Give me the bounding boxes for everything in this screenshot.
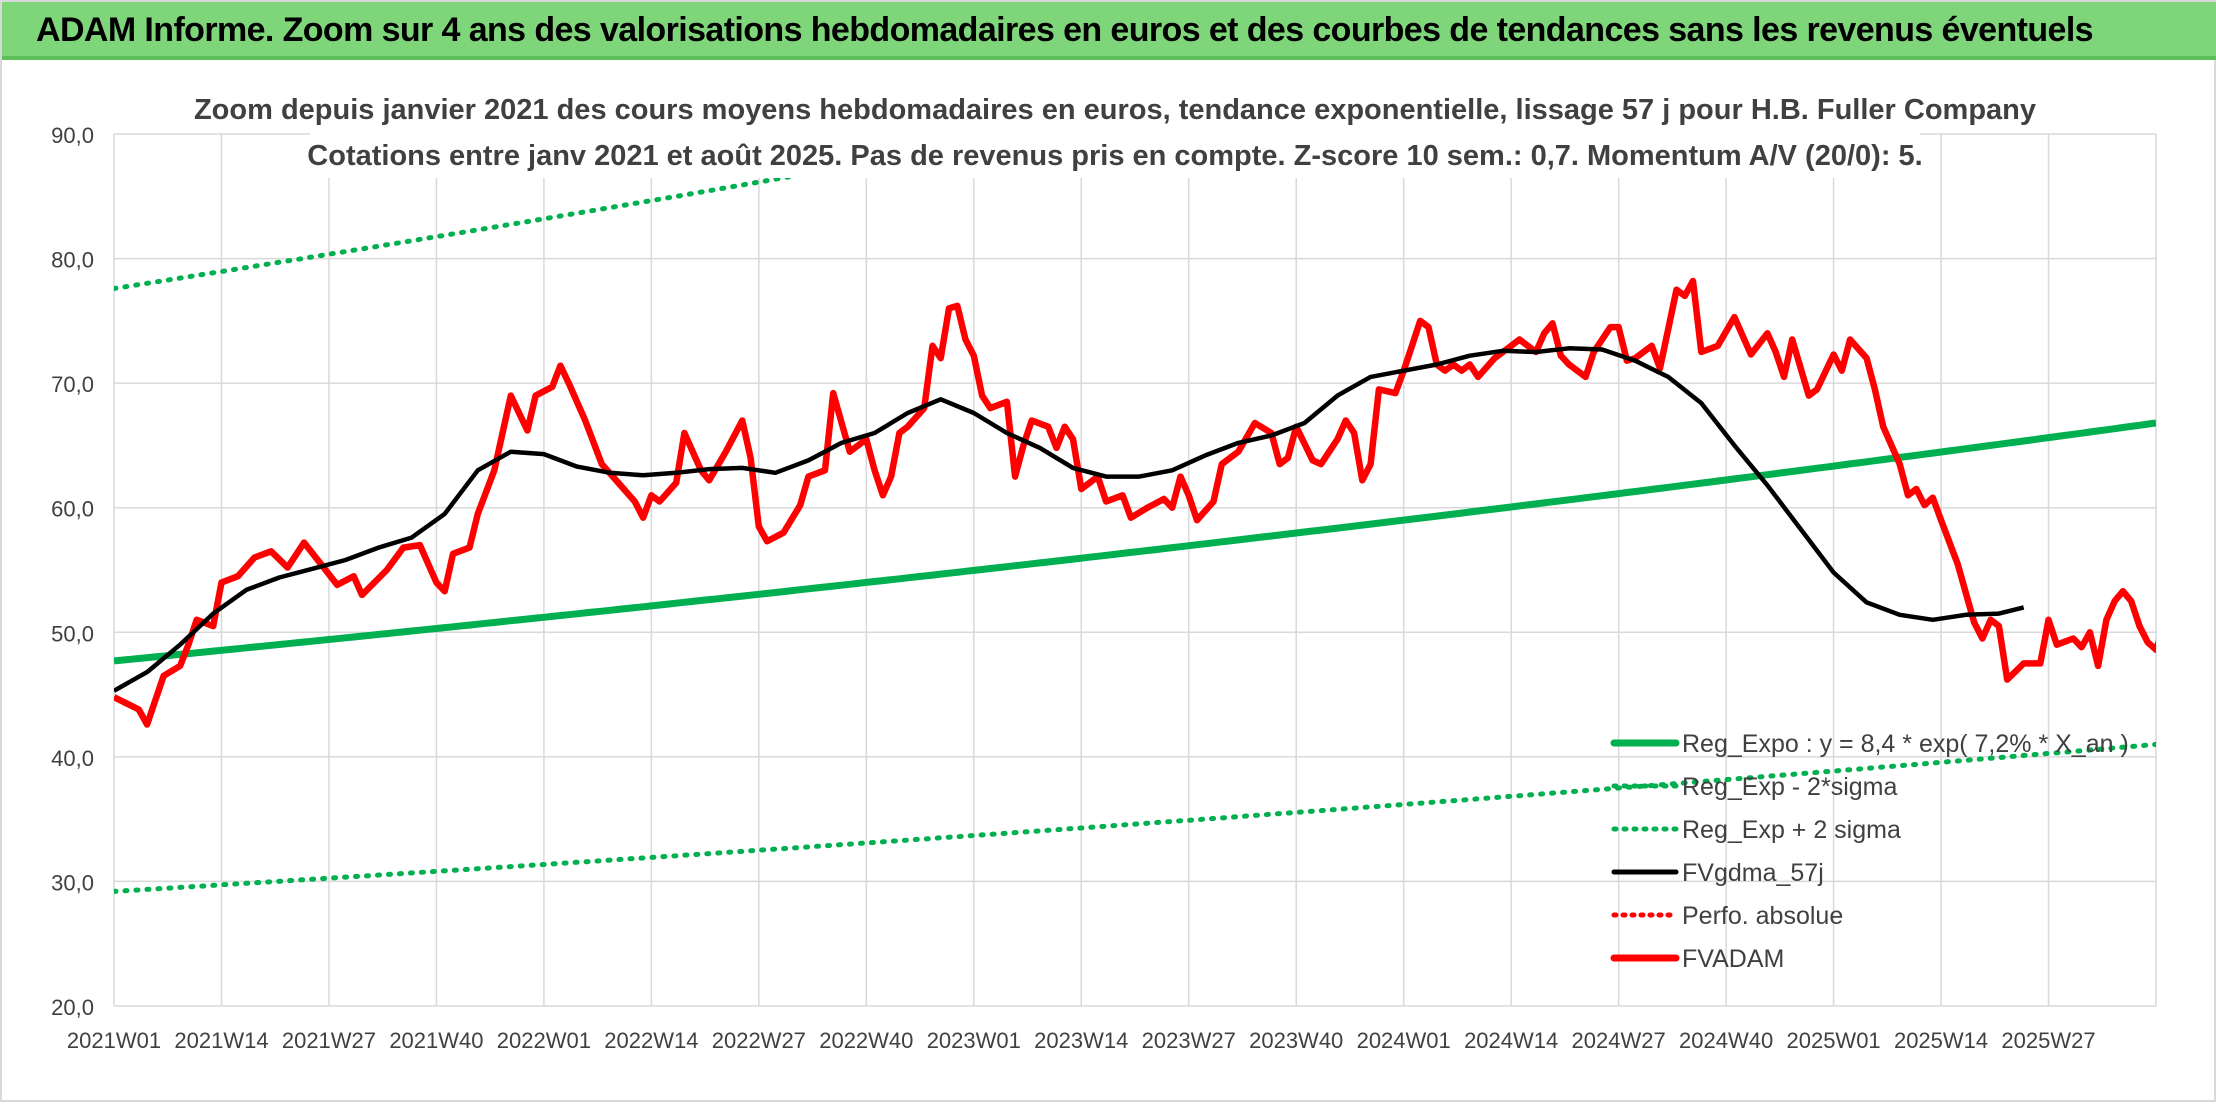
- report-title: ADAM Informe. Zoom sur 4 ans des valoris…: [36, 11, 2094, 49]
- y-tick-label: 70,0: [51, 372, 94, 397]
- legend-label: Perfo. absolue: [1682, 902, 1843, 930]
- y-tick-label: 80,0: [51, 248, 94, 273]
- grid: [113, 133, 2157, 1007]
- x-tick-label: 2023W14: [1034, 1028, 1128, 1053]
- trend-line: [114, 419, 2156, 665]
- legend-label: Reg_Exp + 2 sigma: [1682, 816, 1901, 844]
- y-tick-label: 60,0: [51, 497, 94, 522]
- legend-label: FVgdma_57j: [1682, 859, 1824, 887]
- x-tick-label: 2025W27: [2001, 1028, 2095, 1053]
- legend-label: FVADAM: [1682, 945, 1784, 973]
- x-tick-label: 2021W14: [174, 1028, 268, 1053]
- x-axis: 2021W01 2021W14 2021W27 2021W40 2022W01 2022W…: [67, 1028, 2096, 1053]
- y-tick-label: 40,0: [51, 746, 94, 771]
- x-tick-label: 2022W27: [712, 1028, 806, 1053]
- x-tick-label: 2025W01: [1786, 1028, 1880, 1053]
- title-box: [310, 86, 1920, 178]
- y-tick-label: 20,0: [51, 995, 94, 1020]
- x-tick-label: 2023W40: [1249, 1028, 1343, 1053]
- x-tick-label: 2022W01: [497, 1028, 591, 1053]
- legend-label: Reg_Expo : y = 8,4 * exp( 7,2% * X_an ): [1682, 730, 2129, 758]
- y-axis: 20,0 30,0 40,0 50,0 60,0 70,0 80,0 90,0: [51, 123, 94, 1020]
- upper-band-line: [114, 126, 1088, 291]
- x-tick-label: 2023W01: [927, 1028, 1021, 1053]
- moving-average-line: [114, 346, 2025, 693]
- x-tick-label: 2024W01: [1357, 1028, 1451, 1053]
- x-tick-label: 2024W14: [1464, 1028, 1558, 1053]
- report-banner: ADAM Informe. Zoom sur 4 ans des valoris…: [2, 2, 2216, 60]
- legend: Reg_Expo : y = 8,4 * exp( 7,2% * X_an ) R…: [1610, 730, 2129, 973]
- y-tick-label: 30,0: [51, 870, 94, 895]
- x-tick-label: 2021W01: [67, 1028, 161, 1053]
- y-tick-label: 50,0: [51, 621, 94, 646]
- x-tick-label: 2024W27: [1572, 1028, 1666, 1053]
- chart-subtitle: Cotations entre janv 2021 et août 2025. …: [307, 140, 1922, 172]
- price-line: [114, 277, 2156, 728]
- series-layer: [114, 126, 2156, 894]
- lower-band-line: [114, 741, 2156, 894]
- x-tick-label: 2021W27: [282, 1028, 376, 1053]
- x-tick-label: 2023W27: [1142, 1028, 1236, 1053]
- x-tick-label: 2021W40: [389, 1028, 483, 1053]
- legend-label: Reg_Exp - 2*sigma: [1682, 773, 1897, 801]
- chart-title: Zoom depuis janvier 2021 des cours moyen…: [194, 94, 2036, 126]
- x-tick-label: 2022W14: [604, 1028, 698, 1053]
- x-tick-label: 2022W40: [819, 1028, 913, 1053]
- y-tick-label: 90,0: [51, 123, 94, 148]
- plot-series: [114, 126, 2156, 894]
- x-tick-label: 2025W14: [1894, 1028, 1988, 1053]
- x-tick-label: 2024W40: [1679, 1028, 1773, 1053]
